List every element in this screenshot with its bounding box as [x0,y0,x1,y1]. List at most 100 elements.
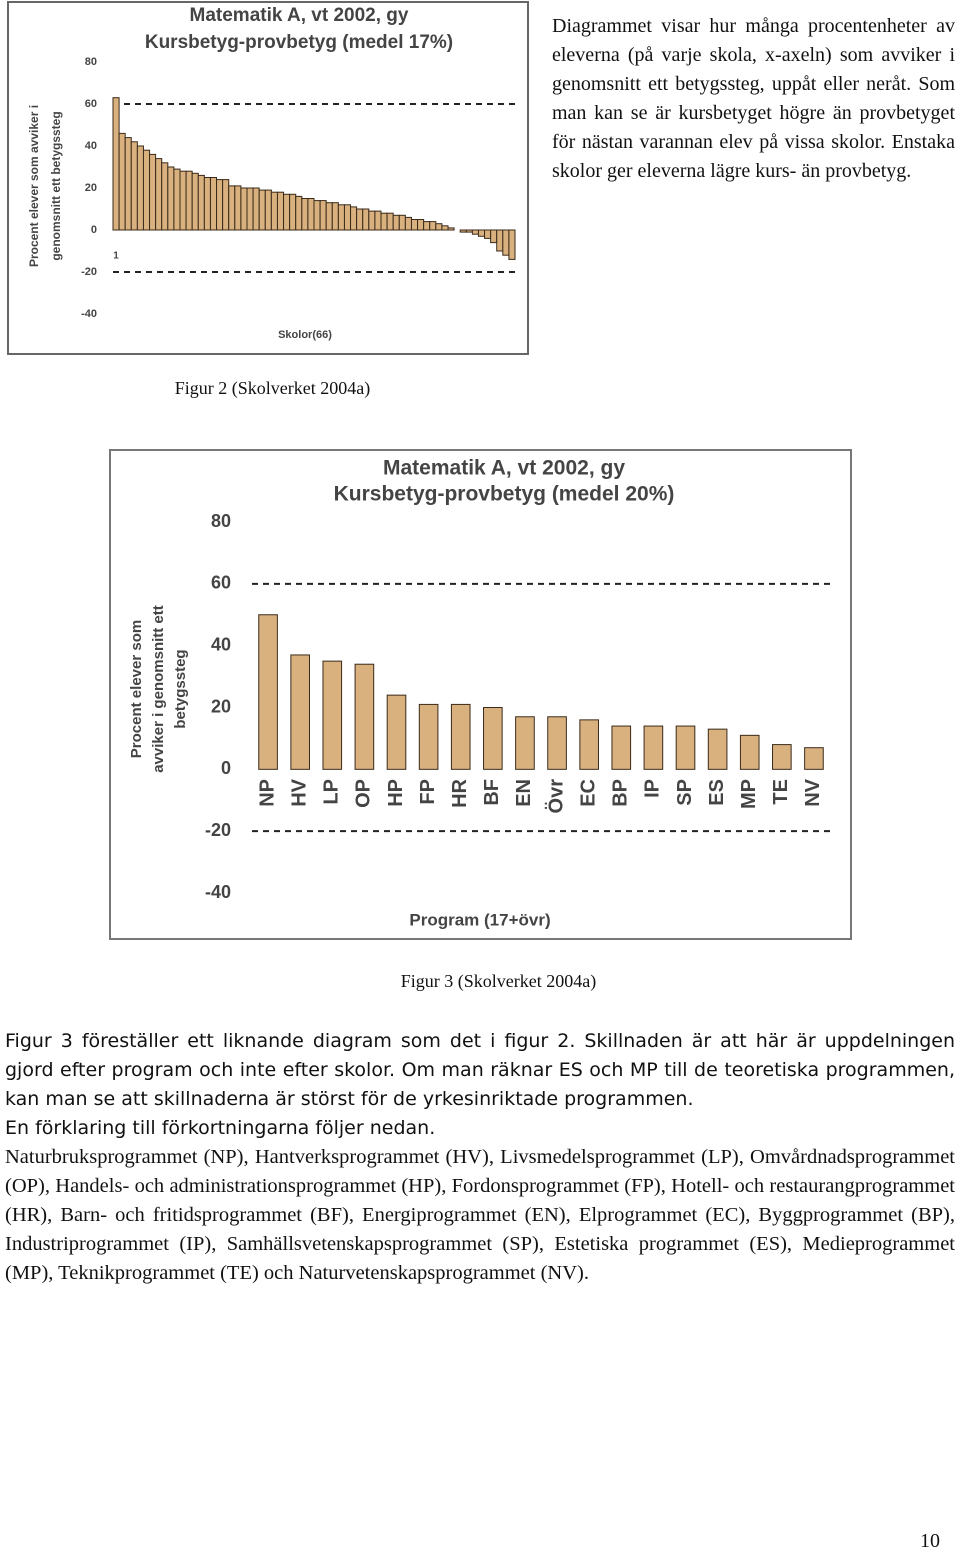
bar [301,198,309,231]
bar [173,168,181,231]
bar [579,719,599,770]
x-tick-label: MP [738,779,760,809]
bar [258,614,278,770]
bar [490,229,498,244]
y-axis-label: betygssteg [172,649,189,728]
bar [209,177,218,231]
x-tick-label: EC [577,779,599,807]
bar [356,208,364,231]
x-tick-label: LP [321,779,343,805]
x-tick-label: NV [802,778,824,806]
bar [417,219,425,231]
caption: Figur 2 (Skolverket 2004a) [174,378,371,398]
y-tick-label: 60 [211,573,231,593]
y-tick-label: 40 [211,634,231,654]
bar [392,214,400,231]
y-tick-label: 0 [91,224,97,236]
x-tick-label: BP [610,779,632,807]
bar [325,202,333,231]
y-tick-label: 60 [85,98,97,110]
bar [368,210,376,231]
bar [643,725,664,770]
bar [471,229,479,235]
bar [483,707,503,770]
bar [258,189,266,231]
y-tick-label: -20 [81,266,97,278]
x-tick-label: SP [674,779,696,806]
bar [739,734,760,770]
bar [112,97,120,231]
bar [185,170,193,231]
bar [804,747,824,770]
chart-frame [7,1,529,355]
bar [283,193,291,231]
bar [772,744,792,770]
chart-subtitle: Kursbetyg-provbetyg (medel 17%) [145,32,453,53]
y-axis-label: Procent elever som [128,620,145,758]
bar [264,189,272,231]
chart-title: Matematik A, vt 2002, gy [383,457,625,480]
side-text: Diagrammet visar hur många procentenhete… [552,15,955,182]
x-tick-label: OP [353,779,375,808]
bar [429,221,437,231]
bar [465,229,473,233]
y-tick-label: 80 [85,56,97,68]
bar [161,162,169,231]
bar [130,141,138,231]
bar [290,654,310,770]
bar [228,185,236,231]
bar [450,703,471,770]
bar [203,177,211,231]
y-axis-label: genomsnitt ett betygssteg [49,111,63,260]
y-tick-label: 80 [211,511,231,531]
x-tick-label: EN [513,779,535,807]
bar [484,229,492,239]
paragraph: Figur 3 föreställer ett liknande diagram… [5,1030,955,1110]
y-tick-label: -20 [205,820,231,840]
bar [350,206,358,231]
bar [410,219,419,231]
y-tick-label: 20 [211,696,231,716]
y-tick-label: 40 [85,140,97,152]
bar [270,191,278,231]
bar [435,223,443,231]
bar [343,204,352,231]
bar [502,229,510,256]
x-tick-label: FP [417,779,439,805]
x-tick-label: IP [642,779,664,798]
chart-frame [109,449,852,940]
bar [149,153,157,231]
x-tick-label: TE [770,779,792,805]
bar [441,225,449,231]
bar [167,166,175,231]
x-tick-label: Övr [544,779,567,814]
bar [331,202,339,231]
x-tick-label: HV [288,778,310,806]
bar [155,158,163,231]
bar [423,221,431,231]
bar [319,200,327,231]
paragraph: En förklaring till förkortningarna följe… [5,1117,436,1139]
bar [191,172,199,231]
bar [118,132,126,231]
bar [675,725,696,770]
paragraph: Naturbruksprogrammet (NP), Hantverksprog… [5,1146,955,1284]
bar [124,137,132,231]
bar [354,663,375,770]
bar [547,716,567,770]
bar [322,660,343,770]
bar [707,728,728,770]
bar [295,195,303,231]
x-tick-label: HP [385,779,407,807]
bar [508,229,516,260]
bar [142,149,151,231]
page-number: 10 [920,1530,940,1552]
x-tick-label: HR [449,778,471,807]
chart-1: Matematik A, vt 2002, gy Kursbetyg-provbe… [7,1,529,355]
x-tick-label: 1 [113,251,119,262]
bar [240,187,248,231]
bar [418,703,439,770]
bar [515,716,535,770]
chart-subtitle: Kursbetyg-provbetyg (medel 20%) [334,483,675,506]
